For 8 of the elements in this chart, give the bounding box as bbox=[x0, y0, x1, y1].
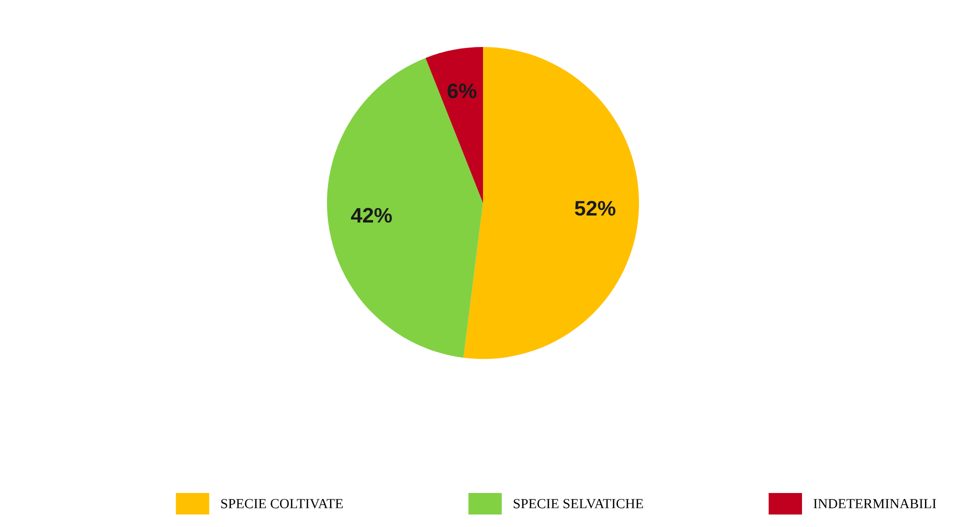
data-label: 42% bbox=[351, 208, 392, 223]
legend-label: INDETERMINABILI bbox=[814, 499, 936, 508]
legend-label: SPECIE SELVATICHE bbox=[514, 498, 643, 508]
data-label: 6% bbox=[448, 84, 476, 98]
pie-slice bbox=[426, 47, 483, 203]
pie-slice bbox=[327, 58, 483, 358]
data-label: 52% bbox=[574, 200, 616, 216]
legend-label: SPECIE COLTIVATE bbox=[221, 498, 343, 508]
